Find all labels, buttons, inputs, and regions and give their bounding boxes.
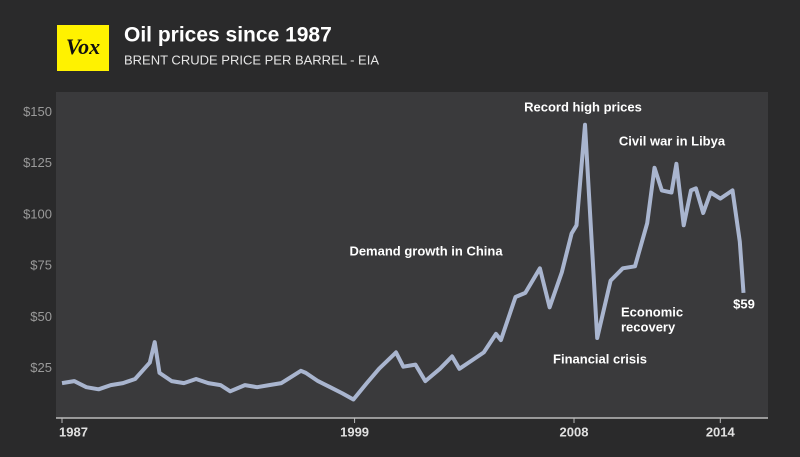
x-tick-label: 1999 [340, 424, 369, 439]
annotation: recovery [621, 319, 676, 334]
chart-title: Oil prices since 1987 [124, 24, 332, 47]
x-tick-label: 1987 [59, 424, 88, 439]
x-tick-label: 2008 [560, 424, 589, 439]
annotation: Civil war in Libya [619, 133, 726, 148]
y-tick-label: $50 [30, 309, 52, 324]
annotation: Record high prices [524, 99, 642, 114]
logo-box [57, 25, 109, 71]
logo: Vox [66, 34, 100, 59]
y-tick-label: $125 [23, 155, 52, 170]
x-tick-label: 2014 [706, 424, 736, 439]
y-tick-label: $75 [30, 258, 52, 273]
price-line [61, 122, 746, 402]
y-tick-label: $150 [23, 104, 52, 119]
y-tick-label: $25 [30, 360, 52, 375]
annotation: Demand growth in China [349, 243, 503, 258]
annotation: Financial crisis [553, 351, 647, 366]
annotation: $59 [733, 296, 755, 311]
y-tick-label: $100 [23, 206, 52, 221]
annotation: Economic [621, 304, 683, 319]
chart-subtitle: BRENT CRUDE PRICE PER BARREL - EIA [124, 52, 379, 67]
